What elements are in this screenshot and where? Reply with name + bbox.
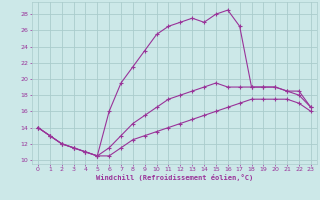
X-axis label: Windchill (Refroidissement éolien,°C): Windchill (Refroidissement éolien,°C) (96, 174, 253, 181)
